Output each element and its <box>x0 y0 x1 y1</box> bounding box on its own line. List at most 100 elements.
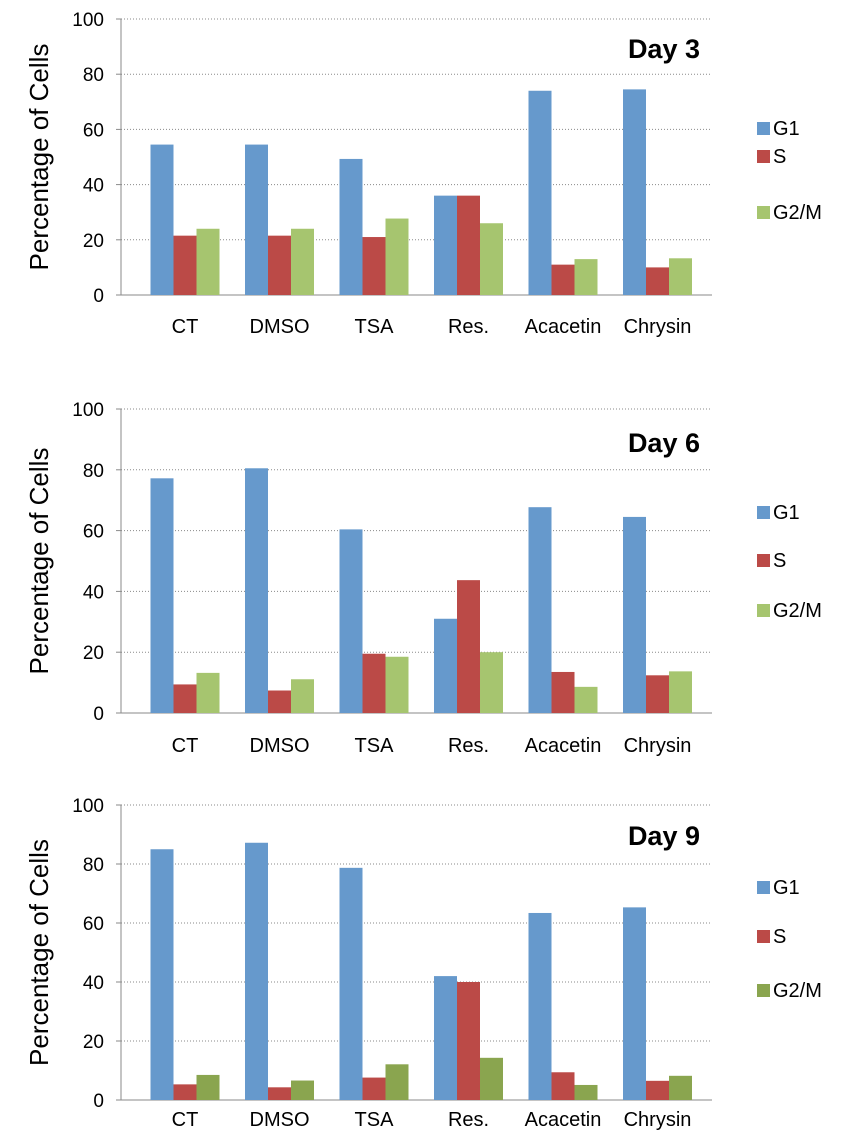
bar-g1 <box>245 842 268 1100</box>
legend-label: S <box>773 550 786 572</box>
bar-s <box>457 580 480 713</box>
bar-g2-m <box>385 1064 409 1100</box>
bar-s <box>268 235 291 295</box>
y-tick-label: 40 <box>83 176 104 197</box>
bar-s <box>551 671 575 713</box>
x-tick-label: Chrysin <box>624 1109 692 1131</box>
bar-g2-m <box>480 652 503 713</box>
legend-swatch <box>757 554 770 567</box>
legend-swatch <box>757 506 770 519</box>
legend-swatch <box>757 604 770 617</box>
x-tick-label: Res. <box>448 1109 489 1131</box>
x-tick-label: TSA <box>355 316 395 338</box>
chart-panel-day: 0 20 40 60 80 100 Percentage of Cells Day 6 CT DM… <box>24 400 822 757</box>
legend-label: S <box>773 926 786 948</box>
legend-label: G2/M <box>773 980 822 1002</box>
legend-label: S <box>773 146 786 168</box>
bar-s <box>457 982 480 1100</box>
y-tick-label: 60 <box>83 522 104 543</box>
x-tick-label: Acacetin <box>525 735 602 757</box>
x-tick-label: Chrysin <box>624 316 692 338</box>
chart-title: Day 9 <box>628 821 700 851</box>
y-tick-label: 100 <box>72 400 104 421</box>
bar-g2-m <box>196 1074 220 1100</box>
bar-g2-m <box>669 1075 692 1100</box>
chart-title: Day 3 <box>628 34 700 64</box>
legend-swatch <box>757 206 770 219</box>
legend-swatch <box>757 984 770 997</box>
bar-s <box>173 684 197 713</box>
x-tick-label: CT <box>172 316 199 338</box>
y-tick-label: 100 <box>72 796 104 817</box>
bar-g2-m <box>291 1080 314 1100</box>
bar-s <box>646 1080 669 1100</box>
y-tick-label: 20 <box>83 643 104 664</box>
bar-s <box>173 1084 197 1100</box>
y-axis-label: Percentage of Cells <box>24 448 54 675</box>
chart-panel-day: 0 20 40 60 80 100 Percentage of Cells Day 9 CT DM… <box>24 796 822 1131</box>
bar-g1 <box>434 618 457 713</box>
x-tick-label: TSA <box>355 1109 395 1131</box>
bar-s <box>551 1072 575 1100</box>
bar-g2-m <box>480 1057 503 1100</box>
x-tick-label: DMSO <box>250 735 310 757</box>
bar-g1 <box>245 144 268 295</box>
legend-swatch <box>757 881 770 894</box>
bar-g1 <box>339 158 363 295</box>
bar-g1 <box>434 195 457 295</box>
legend-swatch <box>757 150 770 163</box>
x-tick-label: Res. <box>448 735 489 757</box>
legend-label: G2/M <box>773 202 822 224</box>
bar-g1 <box>623 89 646 295</box>
bar-g1 <box>339 529 363 713</box>
chart-panel-day: 0 20 40 60 80 100 Percentage of Cells Day 3 CT DM… <box>24 10 822 338</box>
x-tick-label: Acacetin <box>525 316 602 338</box>
chart-title: Day 6 <box>628 428 700 458</box>
bar-g1 <box>245 468 268 713</box>
bar-g1 <box>150 478 174 713</box>
legend-label: G1 <box>773 502 800 524</box>
x-tick-label: CT <box>172 735 199 757</box>
bar-s <box>268 690 291 713</box>
y-tick-label: 20 <box>83 1032 104 1053</box>
y-tick-label: 80 <box>83 65 104 86</box>
y-tick-label: 40 <box>83 973 104 994</box>
bar-g1 <box>434 976 457 1100</box>
bar-g2-m <box>291 228 314 295</box>
bar-g1 <box>528 912 552 1100</box>
bar-s <box>268 1087 291 1100</box>
bar-g1 <box>528 90 552 295</box>
legend-swatch <box>757 122 770 135</box>
y-tick-label: 80 <box>83 461 104 482</box>
bar-g2-m <box>574 1084 598 1100</box>
y-tick-label: 40 <box>83 582 104 603</box>
y-tick-label: 100 <box>72 10 104 31</box>
y-tick-label: 20 <box>83 231 104 252</box>
bar-s <box>646 267 669 295</box>
bar-s <box>646 675 669 713</box>
y-tick-label: 0 <box>93 704 104 725</box>
bar-g2-m <box>574 686 598 713</box>
x-tick-label: Acacetin <box>525 1109 602 1131</box>
bar-g1 <box>150 849 174 1100</box>
bar-g2-m <box>669 258 692 295</box>
x-tick-label: DMSO <box>250 316 310 338</box>
bar-s <box>362 653 386 713</box>
y-axis-label: Percentage of Cells <box>24 839 54 1066</box>
x-tick-label: Chrysin <box>624 735 692 757</box>
bar-s <box>362 1077 386 1100</box>
x-tick-label: DMSO <box>250 1109 310 1131</box>
bar-g2-m <box>196 228 220 295</box>
x-tick-label: Res. <box>448 316 489 338</box>
y-tick-label: 60 <box>83 914 104 935</box>
y-tick-label: 0 <box>93 1091 104 1112</box>
bar-g2-m <box>385 218 409 295</box>
legend-label: G1 <box>773 118 800 140</box>
bar-g1 <box>150 144 174 295</box>
bar-g2-m <box>480 223 503 295</box>
y-tick-label: 60 <box>83 120 104 141</box>
x-tick-label: TSA <box>355 735 395 757</box>
bar-g1 <box>623 907 646 1100</box>
bar-g1 <box>339 867 363 1100</box>
